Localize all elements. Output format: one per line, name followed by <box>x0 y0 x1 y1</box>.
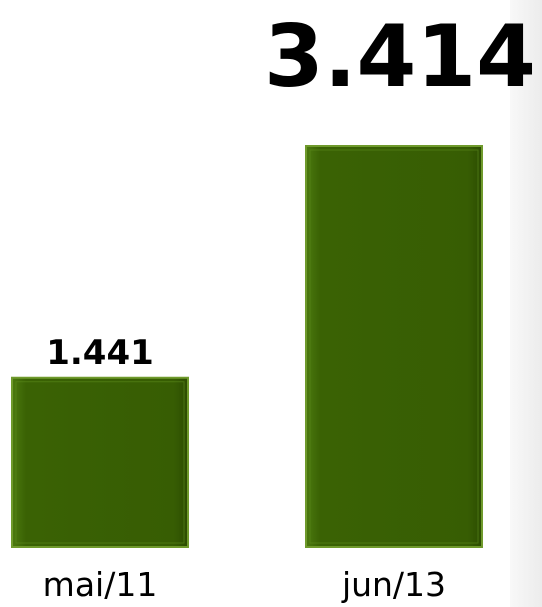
category-label-0: mai/11 <box>43 565 158 604</box>
data-label-0: 1.441 <box>46 333 154 373</box>
bars-layer <box>11 145 483 549</box>
bar-0 <box>11 376 189 549</box>
bar-bevel-0 <box>15 381 185 544</box>
data-label-1: 3.414 <box>264 7 536 107</box>
right-edge-strip <box>510 0 542 607</box>
labels-layer: 1.441 mai/11 3.414 jun/13 <box>43 7 536 604</box>
bar-bevel-1 <box>309 149 479 544</box>
bar-1 <box>305 145 483 548</box>
category-label-1: jun/13 <box>341 565 446 604</box>
